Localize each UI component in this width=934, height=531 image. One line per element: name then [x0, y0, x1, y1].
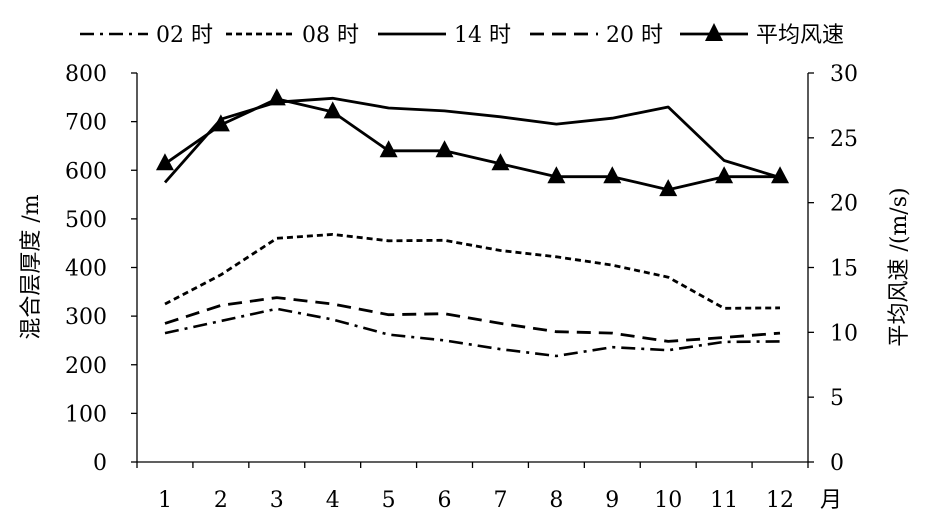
x-tick-label: 3 — [270, 488, 284, 513]
wind-speed-marker — [547, 166, 566, 184]
x-tick-label: 11 — [710, 488, 738, 513]
wind-speed-marker — [379, 140, 398, 158]
y-right-tick-label: 30 — [830, 62, 858, 87]
y-right-tick-label: 15 — [830, 257, 858, 282]
legend-label-0: 02 时 — [156, 23, 213, 48]
y-left-tick-label: 100 — [65, 402, 107, 427]
legend: 02 时 08 时 14 时 20 时 平均风速 — [80, 23, 844, 48]
wind-speed-marker — [715, 166, 734, 184]
y-left-tick-label: 700 — [65, 111, 107, 136]
series-line-1 — [164, 232, 781, 310]
wind-speed-marker — [267, 88, 286, 106]
x-tick-label: 4 — [326, 488, 340, 513]
x-tick-label: 5 — [382, 488, 396, 513]
wind-speed-marker — [491, 153, 510, 171]
series-line-2 — [163, 96, 781, 184]
x-tick-label: 1 — [158, 488, 172, 513]
y-right-tick-label: 5 — [830, 386, 844, 411]
y-right-tick-label: 25 — [830, 127, 858, 152]
legend-label-1: 08 时 — [302, 23, 359, 48]
x-axis-unit-label: 月 — [820, 488, 842, 513]
y-left-tick-label: 200 — [65, 354, 107, 379]
series-line-3 — [164, 296, 781, 343]
x-tick-label: 12 — [766, 488, 794, 513]
x-tick-label: 7 — [493, 488, 507, 513]
x-tick-label: 2 — [214, 488, 228, 513]
wind-speed-marker — [659, 179, 678, 197]
plot-area — [155, 88, 790, 358]
y-left-tick-label: 800 — [65, 62, 107, 87]
y-axis-right-title: 平均风速 /(m/s) — [887, 187, 912, 346]
legend-label-3: 20 时 — [606, 23, 663, 48]
wind-speed-marker — [211, 114, 230, 132]
y-left-tick-label: 0 — [93, 451, 107, 476]
x-tick-label: 9 — [605, 488, 619, 513]
y-left-tick-label: 600 — [65, 159, 107, 184]
y-left-tick-label: 500 — [65, 208, 107, 233]
y-right-tick-label: 0 — [830, 451, 844, 476]
x-tick-label: 10 — [654, 488, 682, 513]
wind-speed-marker — [435, 140, 454, 158]
series-line-4 — [164, 97, 780, 192]
wind-speed-marker — [771, 166, 790, 184]
wind-speed-marker — [155, 153, 174, 171]
y-left-tick-label: 400 — [65, 257, 107, 282]
legend-label-2: 14 时 — [454, 23, 511, 48]
series-line-0 — [164, 307, 781, 358]
wind-speed-marker — [603, 166, 622, 184]
legend-triangle-icon — [705, 23, 723, 41]
y-left-tick-label: 300 — [65, 305, 107, 330]
y-axis-left-title: 混合层厚度 /m — [19, 194, 44, 339]
x-tick-label: 6 — [438, 488, 452, 513]
y-right-tick-label: 10 — [830, 321, 858, 346]
wind-speed-marker — [323, 101, 342, 119]
legend-label-4: 平均风速 — [756, 23, 844, 48]
y-right-tick-label: 20 — [830, 192, 858, 217]
x-tick-label: 8 — [549, 488, 563, 513]
